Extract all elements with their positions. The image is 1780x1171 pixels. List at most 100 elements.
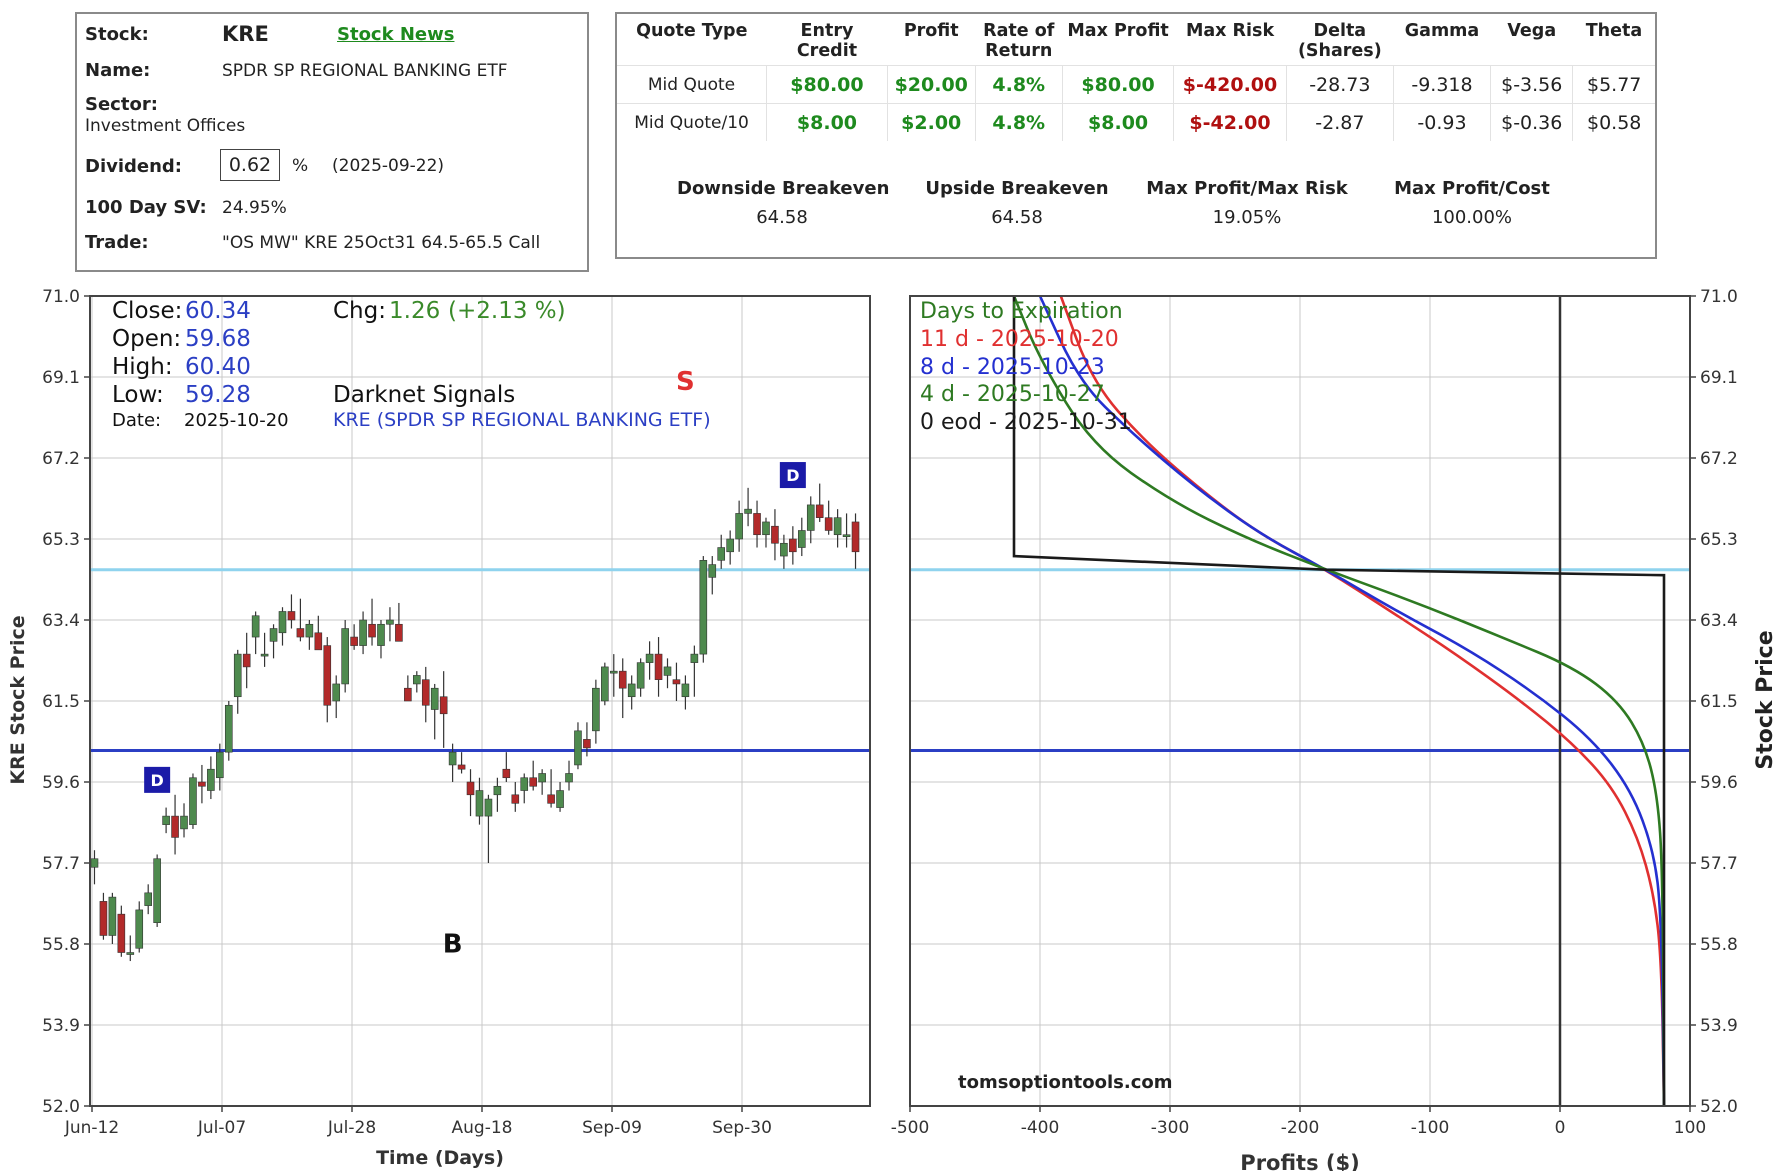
candle-body xyxy=(815,504,824,518)
y-tick-label: 67.2 xyxy=(42,449,80,469)
candle-up xyxy=(538,769,546,795)
candle-down xyxy=(117,905,126,957)
payoff-line xyxy=(1059,295,1666,1107)
candle-body xyxy=(457,764,466,770)
y-tick-label: 67.2 xyxy=(1700,449,1738,469)
watermark-text: tomsoptiontools.com xyxy=(958,1072,1173,1093)
low-label: Low: xyxy=(112,382,164,408)
header-vega: Vega xyxy=(1507,21,1557,41)
candle-body xyxy=(627,683,636,698)
candle-down xyxy=(421,666,430,723)
candle-body xyxy=(618,670,627,689)
candle-up xyxy=(681,675,690,710)
x-tick-label: Jun-12 xyxy=(64,1118,119,1138)
x-tick-label: -200 xyxy=(1281,1118,1320,1138)
candle-up xyxy=(556,782,564,812)
candle-up xyxy=(780,534,788,569)
x-tick-label: Sep-30 xyxy=(712,1118,772,1138)
candle-body xyxy=(171,815,179,838)
candle-down xyxy=(466,769,475,817)
candle-body xyxy=(726,538,734,553)
stock-info-panel: Stock: KRE Stock News Name: SPDR SP REGI… xyxy=(75,12,589,272)
y-tick-label: 63.4 xyxy=(1700,611,1738,631)
candle-down xyxy=(350,624,358,650)
candle-up xyxy=(520,773,529,804)
candle-up xyxy=(601,662,609,706)
y-tick-label: 69.1 xyxy=(42,368,80,388)
trade-label: Trade: xyxy=(85,232,149,253)
candle-body xyxy=(117,913,126,953)
cell-gamma: -0.93 xyxy=(1392,103,1491,141)
candle-body xyxy=(180,815,188,830)
candle-down xyxy=(771,509,779,561)
x-tick-label: -300 xyxy=(1151,1118,1190,1138)
x-tick-label: Sep-09 xyxy=(582,1118,642,1138)
cell-theta: $0.58 xyxy=(1572,103,1655,141)
candle-up xyxy=(798,517,806,557)
candle-up xyxy=(359,611,367,655)
signal-marker-letter: D xyxy=(786,466,799,485)
candle-body xyxy=(386,619,394,625)
candle-body xyxy=(368,623,376,638)
candle-body xyxy=(529,777,537,787)
max-profit-max-risk-label: Max Profit/Max Risk xyxy=(1146,178,1348,199)
candle-body xyxy=(475,790,484,817)
candle-up xyxy=(484,794,493,863)
candle-down xyxy=(395,602,403,642)
candle-up xyxy=(162,807,170,834)
stock-news-link[interactable]: Stock News xyxy=(337,24,455,45)
cell-vega: $-3.56 xyxy=(1490,65,1573,104)
candle-up xyxy=(180,803,188,838)
candle-body xyxy=(609,670,618,674)
cell-max-risk: $-420.00 xyxy=(1173,65,1287,104)
cell-max-profit: $80.00 xyxy=(1061,65,1174,104)
candle-body xyxy=(332,683,341,702)
candle-body xyxy=(699,560,708,655)
candle-up xyxy=(699,556,708,663)
quote-panel: Quote Type Entry Credit Profit Rate of R… xyxy=(615,12,1657,259)
payoff-legend-0d: 0 eod - 2025-10-31 xyxy=(920,410,1132,435)
price-chart-levels xyxy=(90,568,870,752)
candle-up xyxy=(627,675,636,710)
candle-body xyxy=(798,530,806,548)
candle-up xyxy=(224,701,233,761)
candlesticks xyxy=(90,483,860,962)
signal-marker-d: D xyxy=(144,766,171,793)
candle-body xyxy=(556,790,564,808)
dividend-input[interactable]: 0.62 xyxy=(220,149,280,181)
candle-up xyxy=(305,620,314,650)
candle-body xyxy=(574,730,582,766)
candle-down xyxy=(511,782,520,812)
candle-body xyxy=(484,798,493,817)
header-max-profit: Max Profit xyxy=(1067,21,1169,41)
candle-up xyxy=(565,760,573,791)
header-gamma: Gamma xyxy=(1404,21,1480,41)
candle-down xyxy=(672,662,681,701)
sector-value: Investment Offices xyxy=(85,116,246,136)
candle-down xyxy=(583,722,591,757)
x-tick-label: Aug-18 xyxy=(452,1118,513,1138)
candle-body xyxy=(278,611,287,634)
x-tick-label: 100 xyxy=(1674,1118,1706,1138)
candle-down xyxy=(618,658,627,719)
candle-down xyxy=(547,769,555,808)
candle-body xyxy=(296,628,305,638)
change-percent: (+2.13 %) xyxy=(448,298,566,324)
candle-body xyxy=(430,687,439,710)
candle-up xyxy=(448,743,457,782)
candle-up xyxy=(592,679,600,744)
buy-signal-marker: B xyxy=(443,930,463,960)
y-tick-label: 59.6 xyxy=(1700,773,1738,793)
candle-body xyxy=(780,542,788,557)
dividend-label: Dividend: xyxy=(85,156,183,177)
candle-up xyxy=(341,620,349,693)
sv-value: 24.95% xyxy=(222,198,287,218)
candle-body xyxy=(833,517,842,536)
candle-body xyxy=(663,666,672,676)
payoff-chart-y-ticks: 71.0 69.1 67.2 65.3 63.4 61.5 59.6 57.7 55.8 53.9… xyxy=(1690,287,1738,1117)
payoff-curves xyxy=(1012,295,1666,1107)
candle-up xyxy=(126,935,135,962)
candle-body xyxy=(547,794,555,804)
payoff-legend-title: Days to Expiration xyxy=(920,299,1123,324)
candle-up xyxy=(806,496,815,544)
